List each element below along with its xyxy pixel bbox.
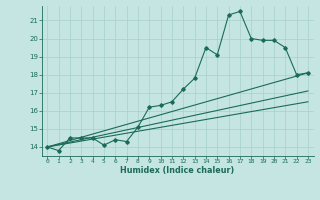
X-axis label: Humidex (Indice chaleur): Humidex (Indice chaleur) [120,166,235,175]
